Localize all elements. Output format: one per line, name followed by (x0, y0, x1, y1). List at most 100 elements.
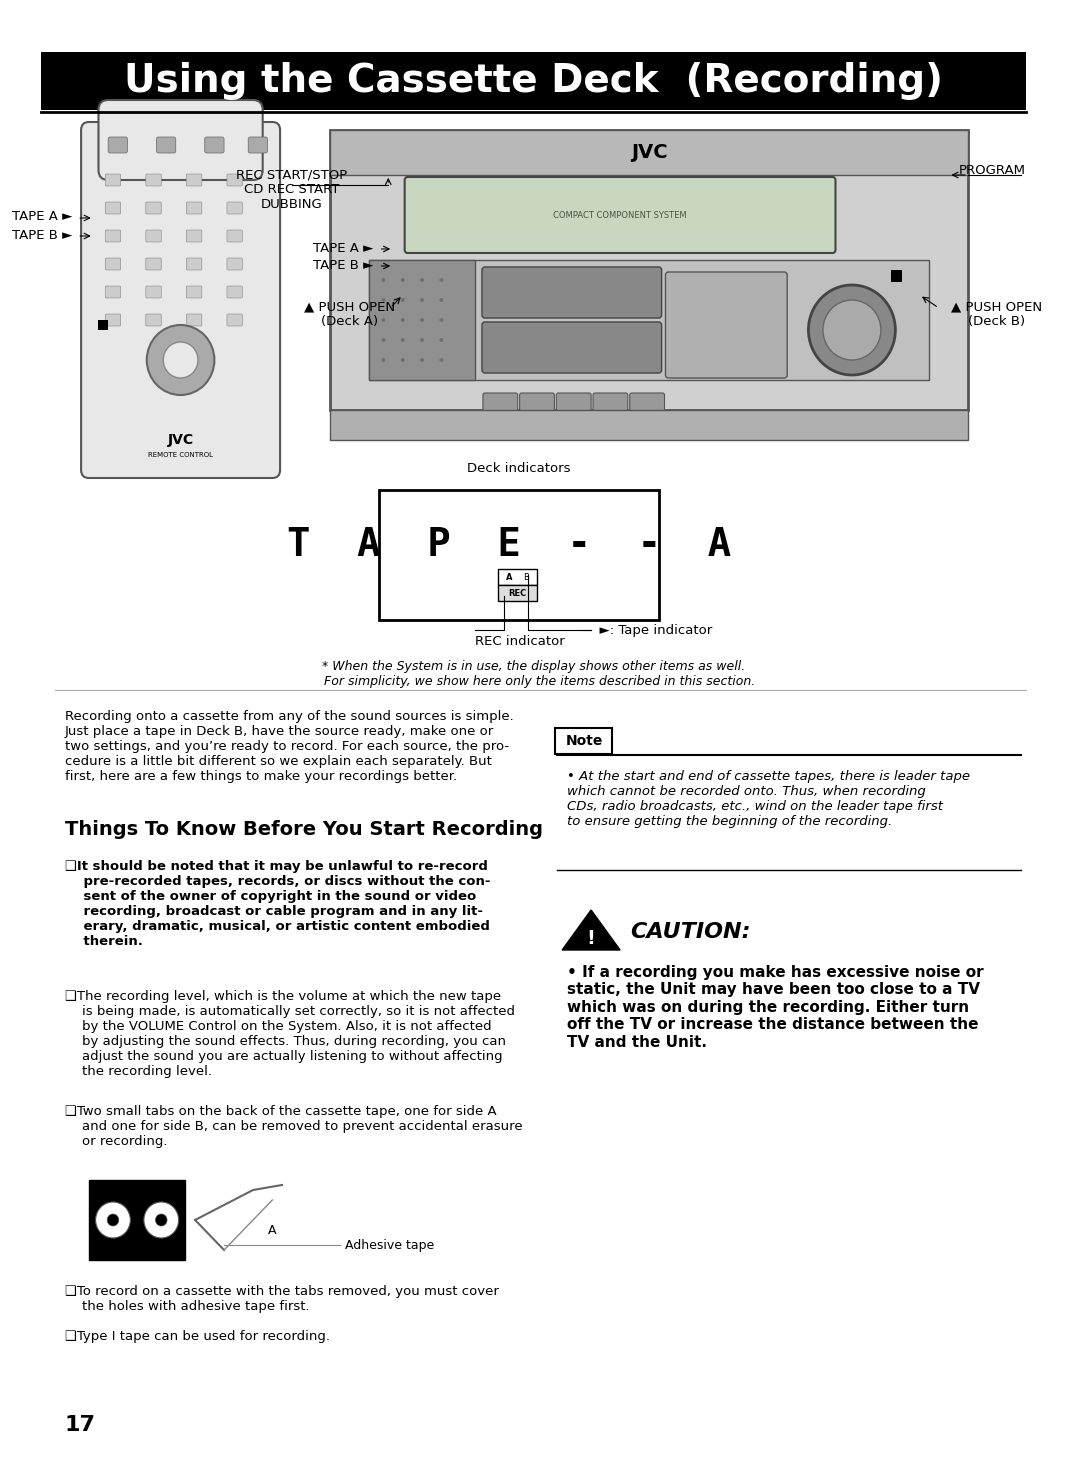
FancyBboxPatch shape (227, 229, 242, 243)
Polygon shape (562, 910, 620, 950)
Text: ▲ PUSH OPEN
(Deck A): ▲ PUSH OPEN (Deck A) (305, 300, 395, 329)
Bar (89, 1180, 186, 1259)
FancyBboxPatch shape (81, 121, 280, 478)
Text: Adhesive tape: Adhesive tape (345, 1239, 434, 1252)
Circle shape (381, 358, 386, 363)
Circle shape (440, 337, 443, 342)
Circle shape (440, 358, 443, 363)
FancyBboxPatch shape (369, 260, 929, 380)
Bar (891, 269, 902, 283)
FancyBboxPatch shape (482, 323, 662, 373)
FancyBboxPatch shape (498, 585, 537, 601)
Circle shape (381, 337, 386, 342)
FancyBboxPatch shape (405, 178, 836, 253)
Text: ►: Tape indicator: ►: Tape indicator (591, 623, 713, 636)
FancyBboxPatch shape (227, 201, 242, 215)
Circle shape (809, 286, 895, 374)
FancyBboxPatch shape (105, 258, 121, 269)
Circle shape (401, 318, 405, 323)
Text: • At the start and end of cassette tapes, there is leader tape
which cannot be r: • At the start and end of cassette tapes… (567, 770, 970, 827)
Circle shape (401, 297, 405, 302)
Circle shape (144, 1202, 178, 1237)
Text: Using the Cassette Deck  (Recording): Using the Cassette Deck (Recording) (123, 62, 943, 101)
Text: REC: REC (509, 589, 527, 598)
Text: • If a recording you make has excessive noise or
static, the Unit may have been : • If a recording you make has excessive … (567, 965, 984, 1049)
Text: REMOTE CONTROL: REMOTE CONTROL (148, 451, 213, 457)
Text: A: A (268, 1224, 276, 1236)
FancyBboxPatch shape (519, 394, 554, 417)
FancyBboxPatch shape (105, 286, 121, 297)
FancyBboxPatch shape (205, 138, 224, 152)
FancyBboxPatch shape (187, 175, 202, 186)
Text: !: ! (586, 928, 595, 947)
Text: REC indicator: REC indicator (475, 635, 565, 648)
FancyBboxPatch shape (146, 229, 161, 243)
Text: CAUTION:: CAUTION: (630, 922, 751, 941)
FancyBboxPatch shape (248, 138, 268, 152)
Circle shape (420, 358, 424, 363)
Text: Deck indicators: Deck indicators (467, 462, 570, 475)
FancyBboxPatch shape (187, 314, 202, 326)
FancyBboxPatch shape (187, 201, 202, 215)
Circle shape (420, 337, 424, 342)
Text: ❑Two small tabs on the back of the cassette tape, one for side A
    and one for: ❑Two small tabs on the back of the casse… (65, 1106, 523, 1148)
FancyBboxPatch shape (41, 52, 1026, 110)
Text: TAPE B ►: TAPE B ► (313, 259, 374, 271)
FancyBboxPatch shape (555, 728, 612, 753)
FancyBboxPatch shape (227, 314, 242, 326)
Text: A: A (505, 573, 512, 582)
Circle shape (420, 278, 424, 283)
FancyBboxPatch shape (330, 410, 968, 440)
FancyBboxPatch shape (98, 101, 262, 181)
Text: ❑Type I tape can be used for recording.: ❑Type I tape can be used for recording. (65, 1331, 329, 1342)
FancyBboxPatch shape (330, 130, 968, 175)
Text: TAPE A ►: TAPE A ► (313, 241, 374, 255)
FancyBboxPatch shape (482, 266, 662, 318)
Circle shape (163, 342, 198, 377)
Text: * When the System is in use, the display shows other items as well.
   For simpl: * When the System is in use, the display… (311, 660, 755, 688)
Text: Things To Know Before You Start Recording: Things To Know Before You Start Recordin… (65, 820, 542, 839)
Text: T  A  P  E  -  -  A: T A P E - - A (287, 525, 731, 564)
Circle shape (401, 337, 405, 342)
FancyBboxPatch shape (157, 138, 176, 152)
FancyBboxPatch shape (105, 201, 121, 215)
Bar (98, 320, 108, 330)
FancyBboxPatch shape (146, 258, 161, 269)
FancyBboxPatch shape (146, 314, 161, 326)
FancyBboxPatch shape (665, 272, 787, 377)
FancyBboxPatch shape (498, 568, 537, 585)
Circle shape (401, 278, 405, 283)
FancyBboxPatch shape (105, 229, 121, 243)
FancyBboxPatch shape (187, 229, 202, 243)
Circle shape (440, 297, 443, 302)
Circle shape (107, 1214, 119, 1225)
FancyBboxPatch shape (369, 260, 475, 380)
Circle shape (381, 278, 386, 283)
FancyBboxPatch shape (187, 286, 202, 297)
FancyBboxPatch shape (105, 175, 121, 186)
Text: Note: Note (566, 734, 603, 747)
Text: TAPE A ►: TAPE A ► (12, 210, 72, 222)
Text: ▲ PUSH OPEN
(Deck B): ▲ PUSH OPEN (Deck B) (951, 300, 1042, 329)
Circle shape (381, 297, 386, 302)
FancyBboxPatch shape (146, 286, 161, 297)
Text: 17: 17 (65, 1415, 96, 1436)
Circle shape (420, 297, 424, 302)
FancyBboxPatch shape (146, 201, 161, 215)
Text: ❑To record on a cassette with the tabs removed, you must cover
    the holes wit: ❑To record on a cassette with the tabs r… (65, 1285, 499, 1313)
FancyBboxPatch shape (227, 175, 242, 186)
Circle shape (156, 1214, 167, 1225)
FancyBboxPatch shape (556, 394, 591, 417)
FancyBboxPatch shape (187, 258, 202, 269)
FancyBboxPatch shape (483, 394, 517, 417)
Text: ❑The recording level, which is the volume at which the new tape
    is being mad: ❑The recording level, which is the volum… (65, 990, 515, 1077)
Circle shape (440, 318, 443, 323)
Circle shape (147, 326, 215, 395)
Text: COMPACT COMPONENT SYSTEM: COMPACT COMPONENT SYSTEM (553, 210, 687, 219)
Circle shape (381, 318, 386, 323)
Circle shape (401, 358, 405, 363)
Text: Recording onto a cassette from any of the sound sources is simple.
Just place a : Recording onto a cassette from any of th… (65, 710, 513, 783)
Circle shape (440, 278, 443, 283)
FancyBboxPatch shape (227, 258, 242, 269)
FancyBboxPatch shape (227, 286, 242, 297)
